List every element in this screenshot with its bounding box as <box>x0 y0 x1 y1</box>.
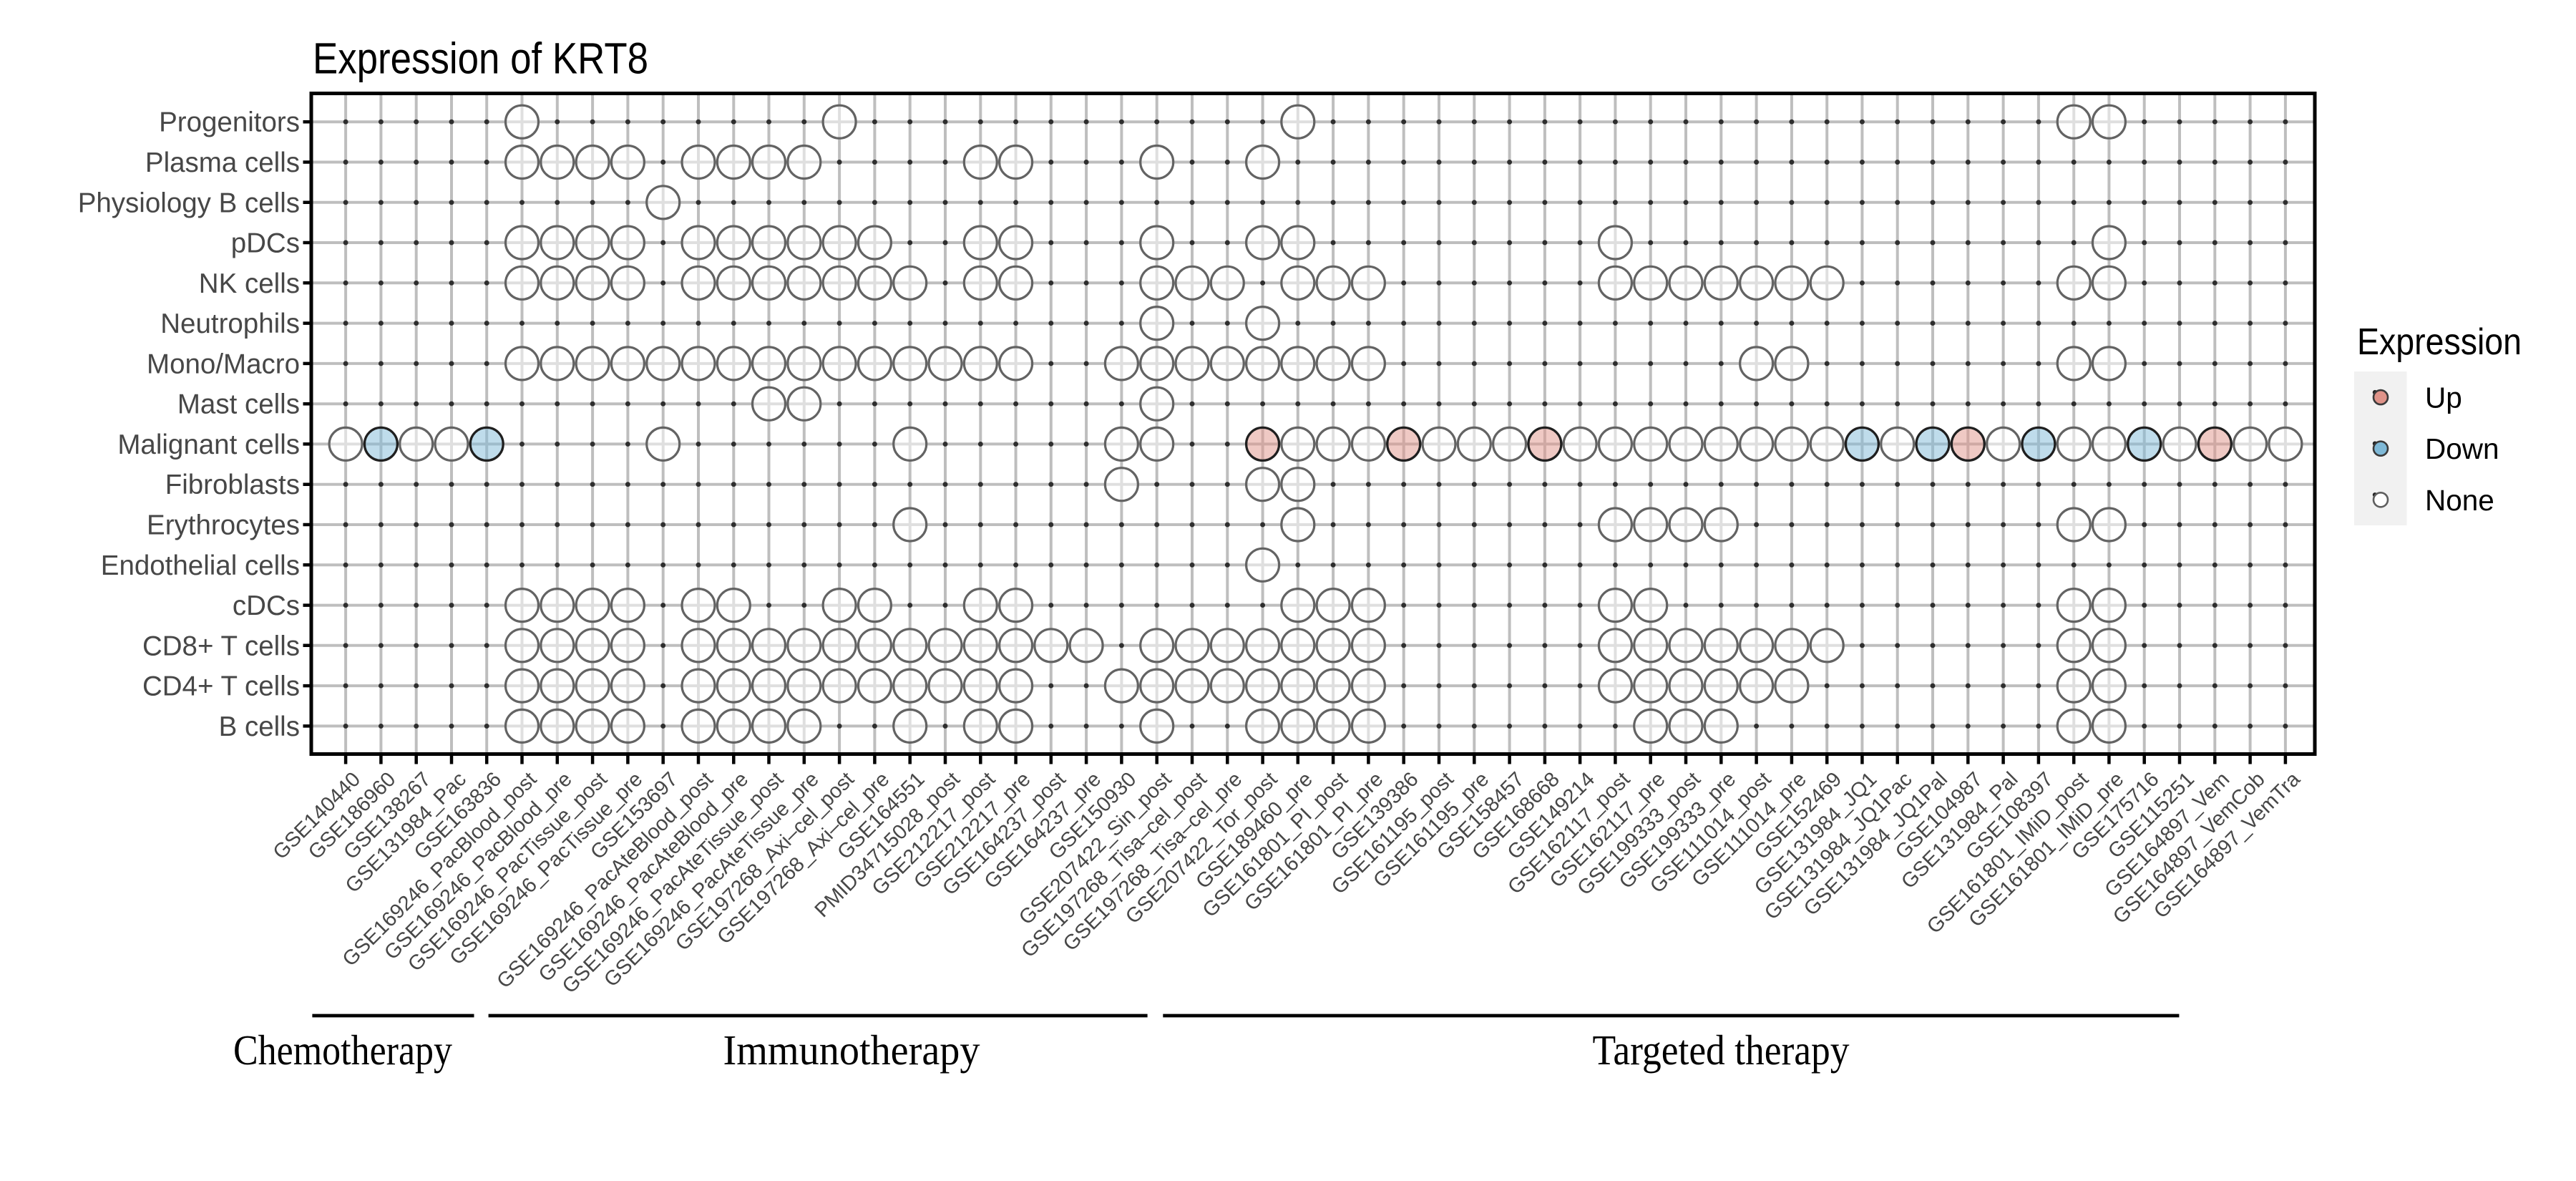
svg-text:B cells: B cells <box>219 711 300 742</box>
svg-text:None: None <box>2425 484 2494 517</box>
svg-text:Mono/Macro: Mono/Macro <box>147 349 300 379</box>
svg-text:Immunotherapy: Immunotherapy <box>723 1026 980 1074</box>
svg-text:NK cells: NK cells <box>199 268 300 299</box>
svg-text:Expression of KRT8: Expression of KRT8 <box>313 34 648 83</box>
svg-text:CD8+ T cells: CD8+ T cells <box>142 631 300 661</box>
svg-text:pDCs: pDCs <box>231 228 300 259</box>
svg-text:CD4+ T cells: CD4+ T cells <box>142 671 300 702</box>
svg-text:cDCs: cDCs <box>233 590 300 621</box>
svg-text:Physiology B cells: Physiology B cells <box>78 188 300 218</box>
svg-text:Endothelial cells: Endothelial cells <box>101 550 300 581</box>
svg-text:Mast cells: Mast cells <box>177 389 300 420</box>
svg-text:Targeted therapy: Targeted therapy <box>1593 1026 1850 1074</box>
svg-text:Fibroblasts: Fibroblasts <box>165 470 300 500</box>
svg-text:Malignant cells: Malignant cells <box>117 429 300 460</box>
svg-text:Progenitors: Progenitors <box>159 107 300 138</box>
svg-text:Chemotherapy: Chemotherapy <box>233 1026 452 1074</box>
svg-text:Erythrocytes: Erythrocytes <box>147 510 300 541</box>
svg-text:Neutrophils: Neutrophils <box>160 308 300 339</box>
svg-text:Expression: Expression <box>2357 321 2522 363</box>
svg-text:Plasma cells: Plasma cells <box>145 147 300 178</box>
svg-text:Up: Up <box>2425 381 2462 414</box>
svg-text:Down: Down <box>2425 432 2499 465</box>
